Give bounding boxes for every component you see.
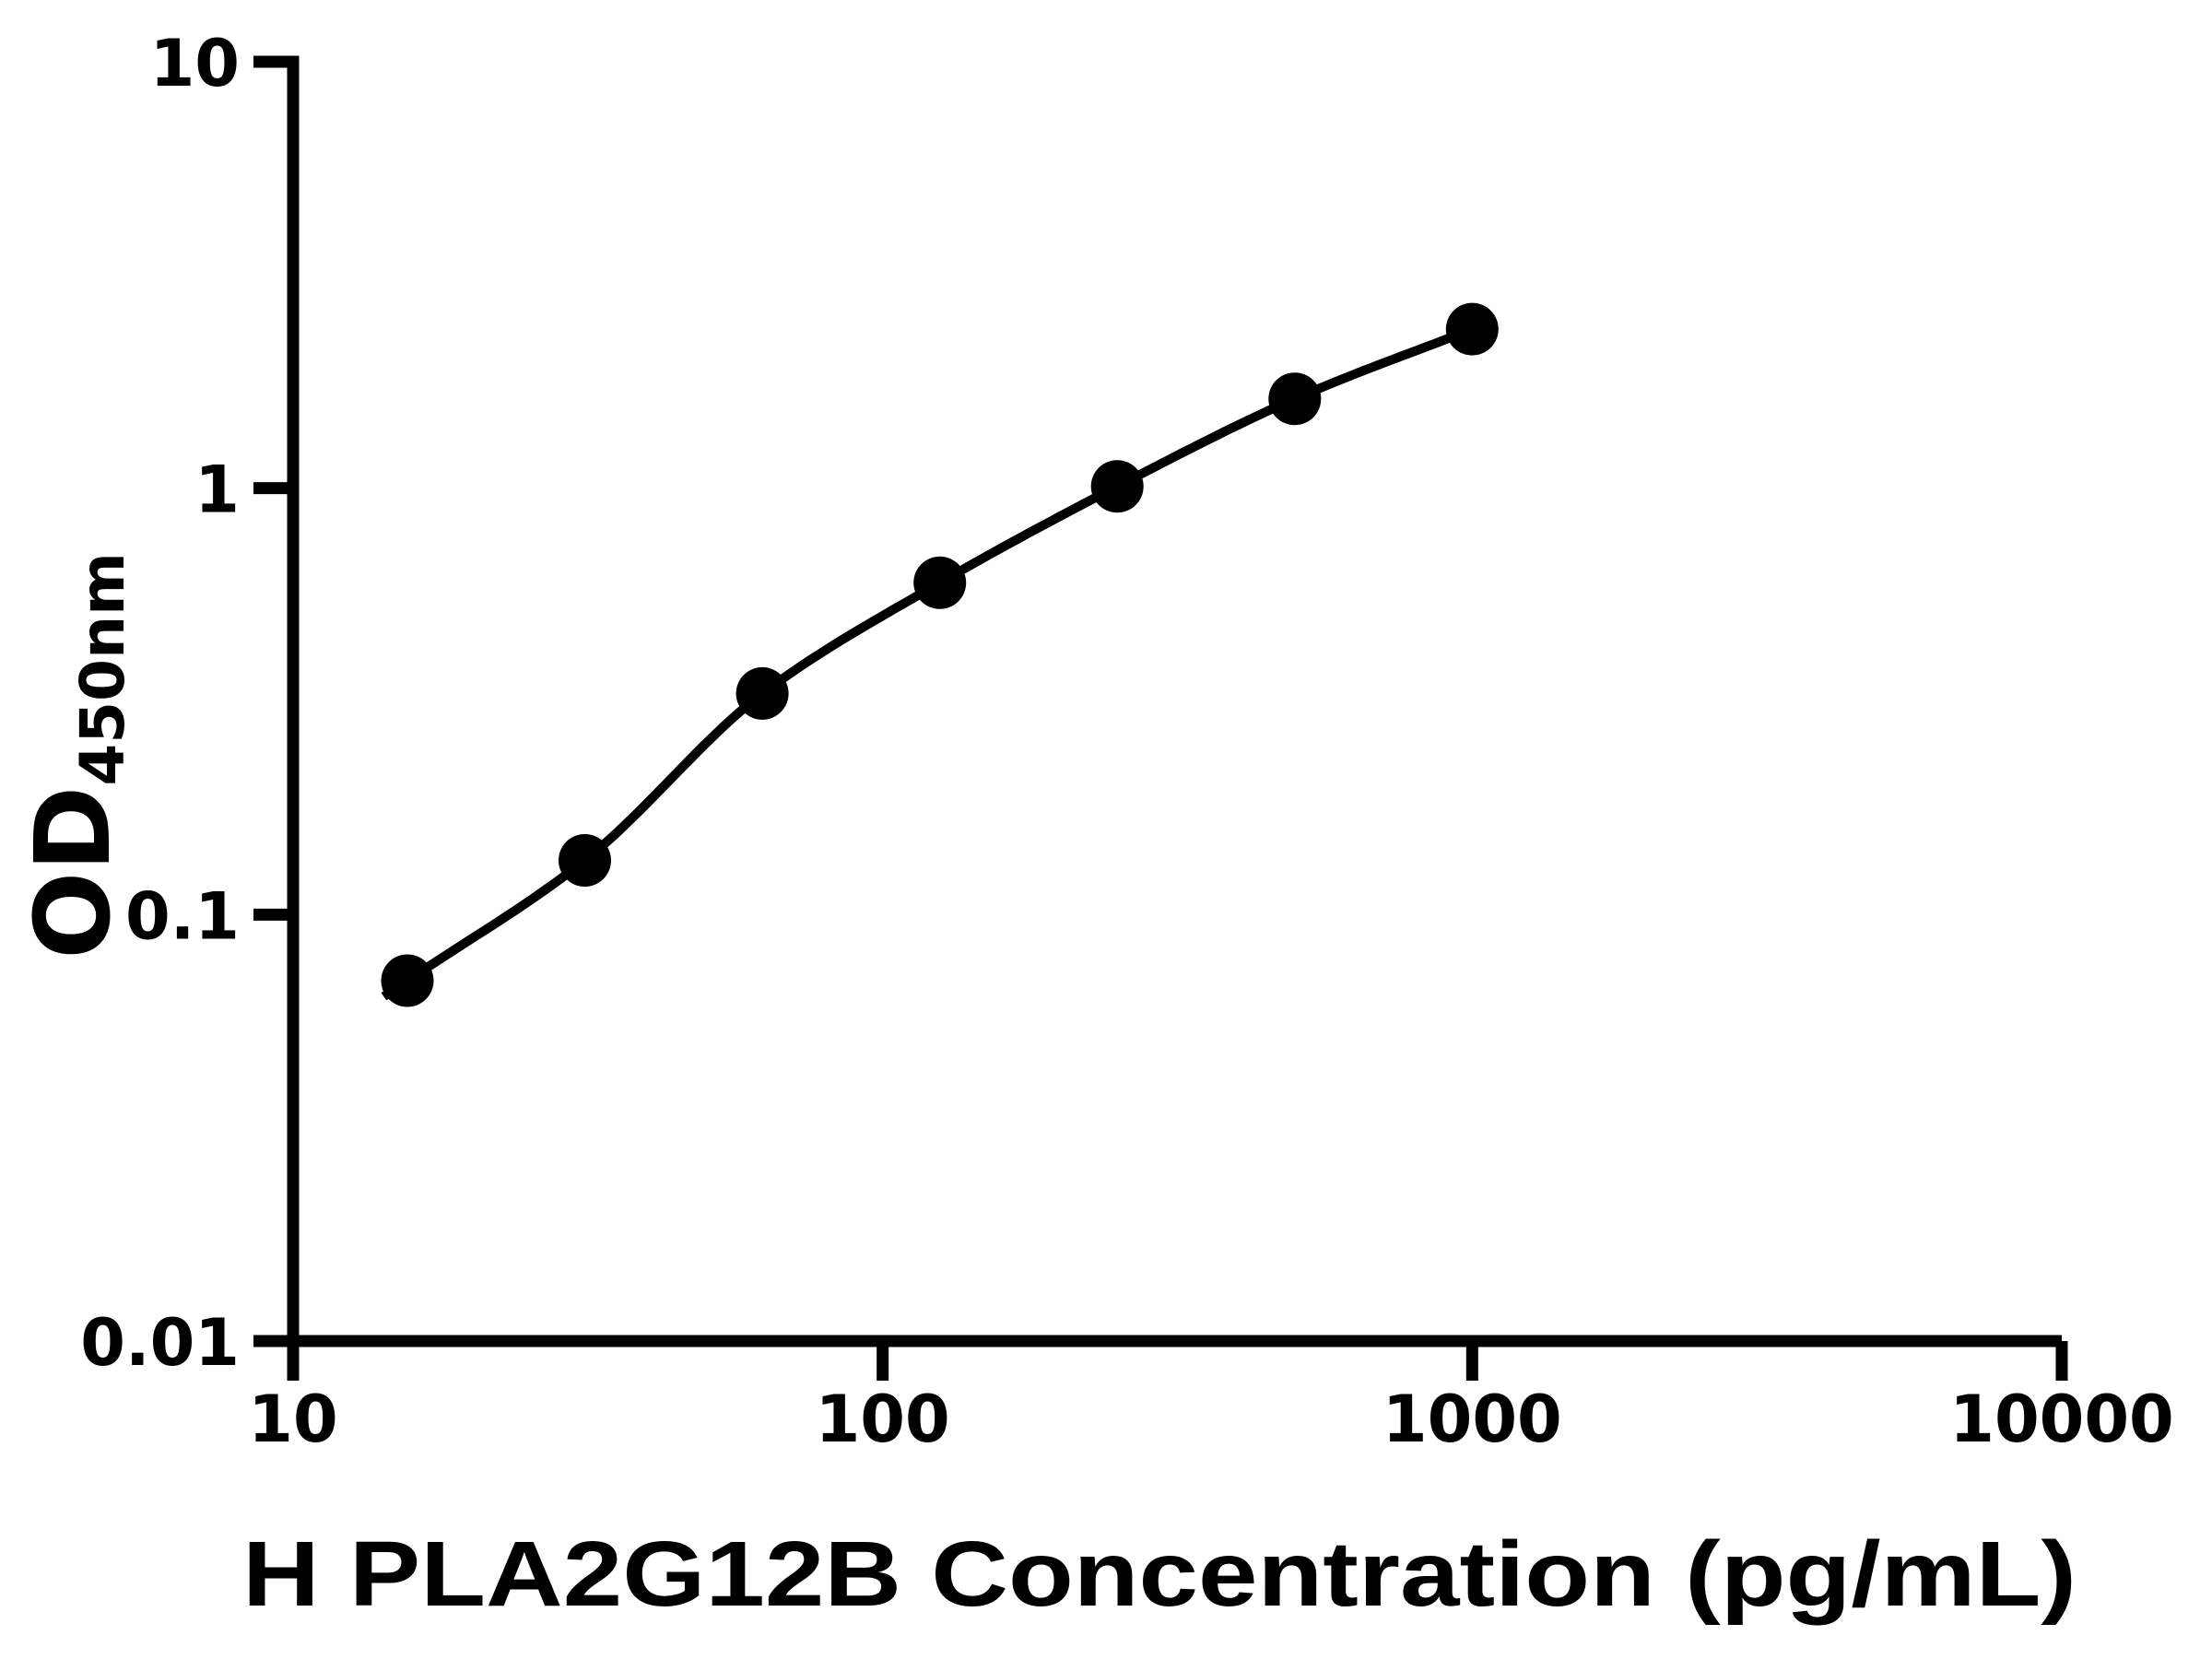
y-axis-title-sub: 450nm <box>67 552 138 786</box>
y-tick-label: 0.01 <box>80 1305 240 1381</box>
data-point <box>559 834 611 887</box>
x-tick-label: 1000 <box>1382 1382 1562 1457</box>
y-tick-label: 1 <box>194 453 240 528</box>
data-point <box>1090 460 1144 513</box>
data-point <box>735 666 789 720</box>
y-tick-label: 10 <box>150 26 240 101</box>
x-tick-label: 10 <box>248 1382 337 1457</box>
plot-area: 10 100 1000 10000 0.01 0.1 1 10 <box>80 26 2173 1457</box>
y-tick-label: 0.1 <box>125 878 240 954</box>
x-tick-label: 10000 <box>1949 1382 2174 1457</box>
y-axis-title: OD450nm <box>14 552 138 959</box>
fit-curve-line <box>381 324 1475 1001</box>
x-tick-label: 100 <box>816 1382 950 1457</box>
data-point <box>1268 372 1322 426</box>
data-point <box>381 954 434 1007</box>
data-point <box>913 556 967 609</box>
x-axis-title: H PLA2G12B Concentration (pg/mL) <box>242 1523 2077 1626</box>
data-point <box>1445 302 1499 356</box>
y-axis-title-main: OD <box>14 786 134 959</box>
